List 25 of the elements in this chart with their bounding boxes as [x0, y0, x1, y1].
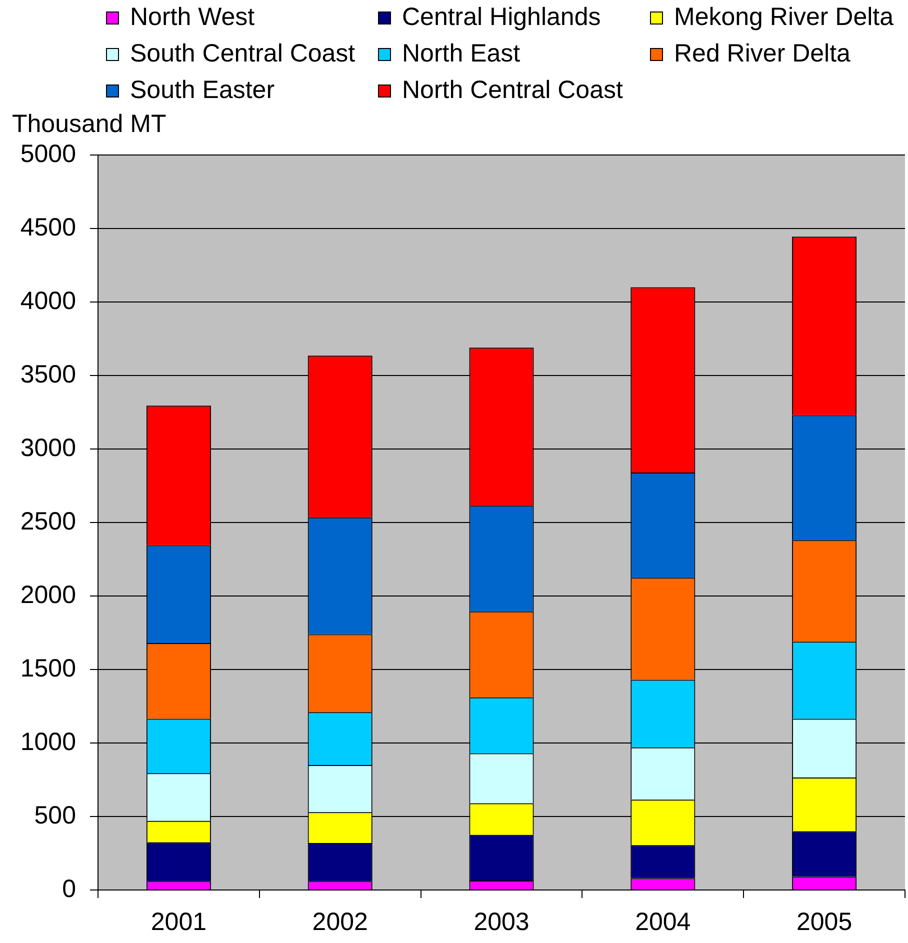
y-tick-label: 5000	[20, 140, 76, 168]
y-tick-label: 500	[34, 801, 76, 830]
x-tick-label: 2004	[635, 908, 691, 936]
legend-label: South Central Coast	[130, 39, 356, 68]
y-axis-title: Thousand MT	[12, 110, 166, 138]
y-tick-label: 3500	[20, 360, 76, 388]
y-tick-label: 2500	[20, 507, 76, 536]
legend-label: South Easter	[130, 76, 275, 104]
y-tick-label: 4000	[20, 286, 76, 315]
x-tick-label: 2005	[796, 908, 852, 936]
y-tick-label: 0	[62, 874, 76, 903]
y-tick-label: 4500	[20, 213, 76, 242]
x-tick-label: 2003	[474, 908, 530, 936]
legend-label: North Central Coast	[402, 76, 623, 104]
x-tick-label: 2001	[150, 908, 207, 936]
y-tick-label: 1000	[20, 728, 76, 756]
legend-label: Red River Delta	[674, 39, 851, 68]
y-tick-label: 3000	[20, 434, 76, 462]
legend-label: Central Highlands	[402, 2, 601, 31]
legend-label: Mekong River Delta	[674, 2, 894, 31]
x-tick-label: 2002	[312, 908, 368, 936]
legend-label: North West	[130, 2, 255, 31]
legend-label: North East	[402, 39, 520, 68]
y-tick-label: 1500	[20, 654, 76, 682]
y-tick-label: 2000	[20, 580, 76, 609]
